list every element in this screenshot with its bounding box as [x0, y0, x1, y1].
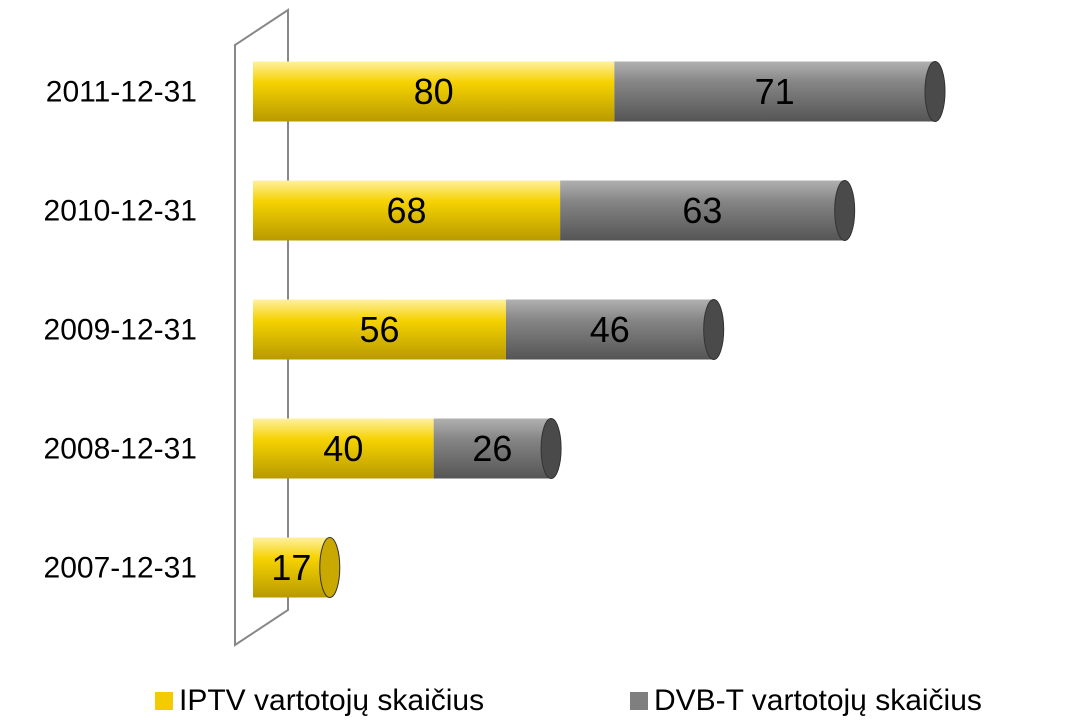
y-tick-label: 2008-12-31 [44, 432, 197, 465]
y-tick-label: 2010-12-31 [44, 194, 197, 227]
bar [253, 299, 506, 360]
value-label: 40 [323, 428, 363, 469]
legend-swatch [155, 692, 173, 710]
bar [614, 61, 935, 122]
bar [433, 418, 552, 479]
bar [560, 180, 845, 241]
value-label: 68 [387, 190, 427, 231]
value-label: 80 [414, 71, 454, 112]
bar [253, 180, 561, 241]
value-label: 71 [755, 71, 795, 112]
value-label: 63 [682, 190, 722, 231]
bar-cap [834, 180, 856, 241]
bar-cap [703, 299, 725, 360]
bar [253, 418, 434, 479]
bar-cap [924, 61, 946, 122]
y-tick-label: 2007-12-31 [44, 551, 197, 584]
bar [253, 537, 330, 598]
legend-swatch [630, 692, 648, 710]
value-label: 26 [472, 428, 512, 469]
y-tick-label: 2009-12-31 [44, 313, 197, 346]
legend-label: IPTV vartotojų skaičius [179, 684, 484, 717]
bar-cap [319, 537, 341, 598]
bar-cap [540, 418, 562, 479]
value-label: 17 [271, 547, 311, 588]
y-tick-label: 2011-12-31 [46, 75, 197, 108]
bar [253, 61, 615, 122]
legend-label: DVB-T vartotojų skaičius [654, 684, 982, 717]
bar [505, 299, 714, 360]
back-wall [234, 8, 289, 647]
value-label: 46 [590, 309, 630, 350]
value-label: 56 [359, 309, 399, 350]
